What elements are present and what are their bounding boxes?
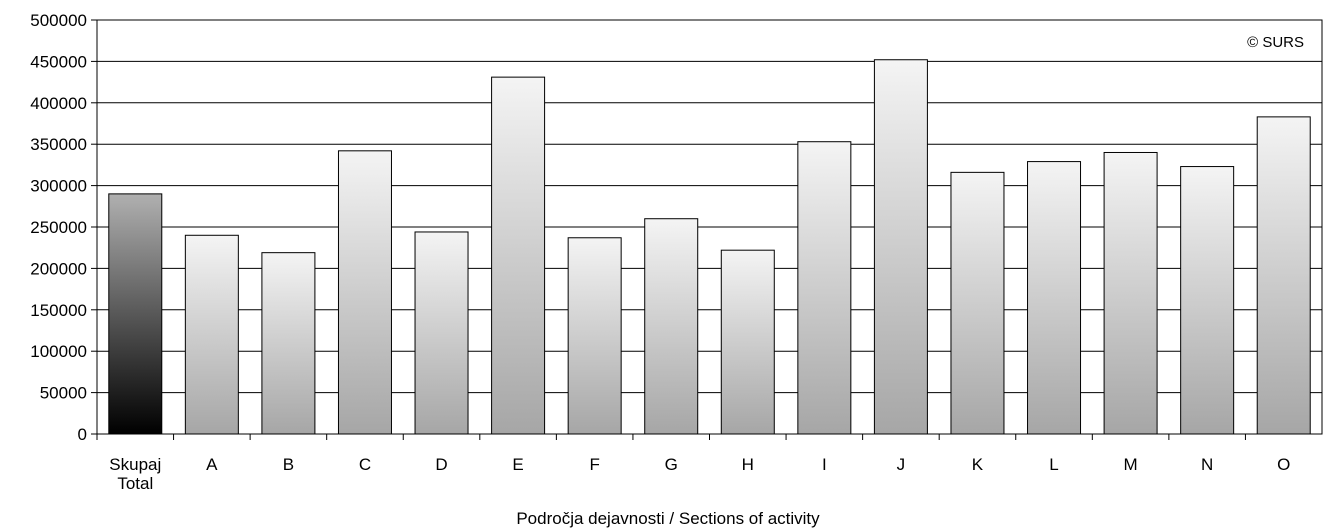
labels: 0 50000 100000 150000 200000 250000 300000 3500…: [30, 11, 1290, 493]
y-tick-label: 300000: [30, 177, 87, 196]
x-tick-label: O: [1277, 455, 1290, 474]
x-tick-label: M: [1124, 455, 1138, 474]
bar: [184, 234, 239, 435]
y-tick-label: 450000: [30, 52, 87, 71]
bar: [1180, 166, 1235, 435]
x-tick-label: F: [589, 455, 599, 474]
y-tick-label: 250000: [30, 218, 87, 237]
y-tick-label: 500000: [30, 11, 87, 30]
x-tick-label: A: [206, 455, 218, 474]
x-tick-label: E: [512, 455, 523, 474]
y-tick-label: 150000: [30, 301, 87, 320]
x-tick-label: C: [359, 455, 371, 474]
bar: [1027, 161, 1082, 435]
y-tick-label: 0: [78, 425, 87, 444]
bar: [337, 150, 392, 435]
bar: [414, 231, 469, 435]
bar: [873, 59, 928, 435]
bar: [108, 193, 163, 435]
x-tick-label: Total: [117, 474, 153, 493]
bars: [108, 59, 1311, 435]
y-tick-label: 50000: [40, 384, 87, 403]
bar: [644, 218, 699, 435]
bar: [1103, 151, 1158, 435]
y-tick-label: 100000: [30, 342, 87, 361]
x-tick-label: H: [742, 455, 754, 474]
x-tick-label: B: [283, 455, 294, 474]
y-tick-label: 350000: [30, 135, 87, 154]
bar: [797, 141, 852, 435]
x-tick-label: I: [822, 455, 827, 474]
bar: [720, 249, 775, 435]
x-tick-label: K: [972, 455, 984, 474]
x-tick-label: L: [1049, 455, 1058, 474]
x-tick-label: G: [665, 455, 678, 474]
bar: [1256, 116, 1311, 435]
y-tick-label: 200000: [30, 259, 87, 278]
x-tick-label: J: [897, 455, 906, 474]
copyright-annotation: © SURS: [1247, 34, 1304, 51]
x-axis-title: Področja dejavnosti / Sections of activi…: [516, 509, 820, 528]
y-tick-label: 400000: [30, 94, 87, 113]
x-tick-label: Skupaj: [109, 455, 161, 474]
bar: [950, 171, 1005, 435]
axes: [91, 19, 1323, 440]
x-tick-label: D: [435, 455, 447, 474]
bar: [261, 252, 316, 435]
x-tick-label: N: [1201, 455, 1213, 474]
bar: [491, 76, 546, 435]
bar: [567, 237, 622, 435]
